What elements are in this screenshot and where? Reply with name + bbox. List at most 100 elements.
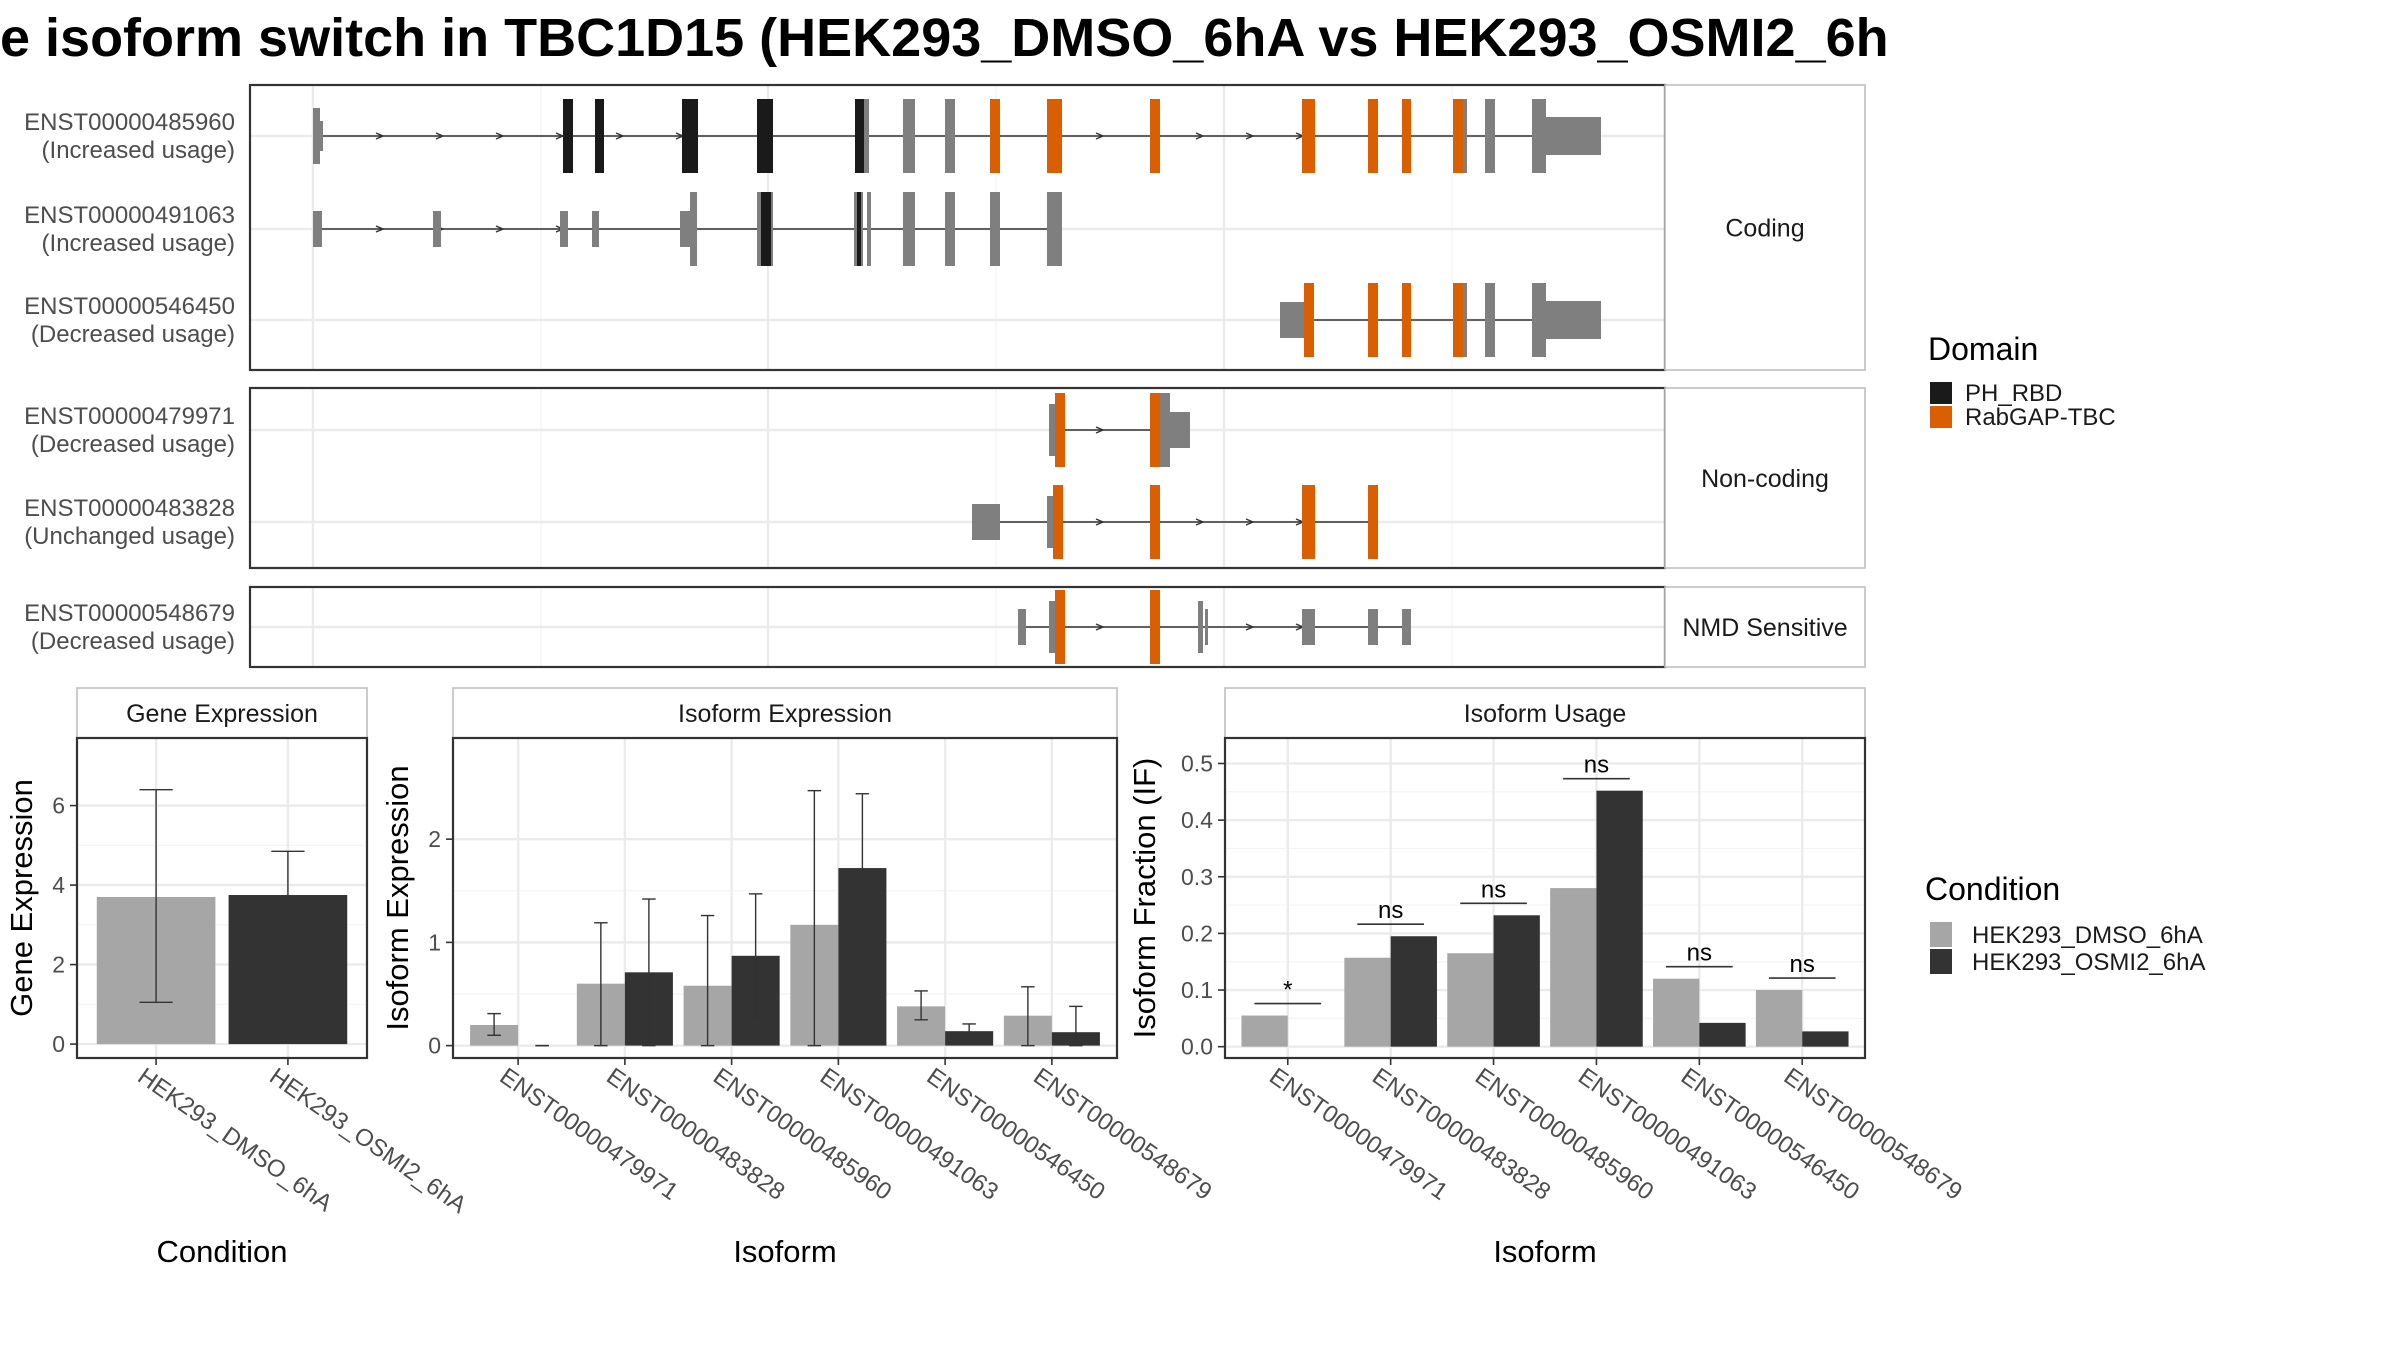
isoform-label-id: ENST00000546450 (24, 293, 235, 320)
isoform-label-id: ENST00000483828 (24, 495, 235, 522)
x-tick-label: ENST00000491063 (815, 1063, 1003, 1206)
exon (1054, 192, 1058, 266)
isoform-track (1280, 283, 1601, 357)
exon (1047, 496, 1053, 548)
chart-strip (1224, 687, 1866, 739)
exon (1160, 393, 1170, 467)
strand-arrow (1245, 623, 1255, 631)
panel-border (248, 83, 1667, 372)
structure-group-non-coding: ENST00000479971(Decreased usage) ENST0000… (24, 386, 1866, 570)
exon (1150, 99, 1160, 173)
domain-legend-label: PH_RBD (1965, 380, 2062, 407)
chart-title: Isoform Expression (678, 700, 892, 728)
y-tick-label: 0.2 (1181, 920, 1213, 946)
exon (1053, 485, 1063, 559)
strand-arrow (1095, 426, 1105, 434)
chart-border (1223, 736, 1867, 1060)
strand-arrow (495, 132, 505, 140)
exon (1463, 283, 1467, 357)
bar (1344, 957, 1391, 1047)
facet-strip-label: NMD Sensitive (1682, 614, 1847, 642)
exon (1453, 283, 1463, 357)
significance-label: ns (1687, 940, 1712, 967)
x-axis-title: Condition (157, 1234, 288, 1269)
domain-legend-label: RabGAP-TBC (1965, 404, 2116, 431)
exon (1150, 393, 1160, 467)
exon (903, 192, 915, 266)
strand-arrow (1095, 132, 1105, 140)
exon (1368, 609, 1378, 645)
exon (990, 192, 1000, 266)
panel-border (248, 386, 1667, 570)
x-tick-label: ENST00000548679 (1779, 1063, 1967, 1206)
isoform-label-id: ENST00000479971 (24, 403, 235, 430)
exon (1368, 99, 1378, 173)
bar (1447, 953, 1494, 1047)
strand-arrow (1195, 518, 1205, 526)
structure-group-nmd-sensitive: ENST00000548679(Decreased usage) NMD Sens… (24, 585, 1866, 669)
strand-arrow (1095, 518, 1105, 526)
exon (903, 99, 915, 173)
isoform-label-usage: (Increased usage) (42, 137, 235, 164)
exon (682, 99, 698, 173)
exon (595, 99, 604, 173)
exon (313, 108, 320, 164)
exon (757, 99, 773, 173)
y-tick-label: 2 (428, 826, 441, 852)
exon (1055, 590, 1065, 664)
exon (1150, 590, 1160, 664)
x-axis-title: Isoform (1493, 1234, 1596, 1269)
exon (1302, 485, 1315, 559)
y-tick-label: 2 (52, 952, 65, 978)
exon (761, 192, 771, 266)
domain-legend-title: Domain (1928, 331, 2038, 367)
exon (857, 192, 861, 266)
domain-legend-swatch (1930, 382, 1952, 404)
strand-arrow (435, 132, 445, 140)
x-tick-label: ENST00000548679 (1028, 1063, 1216, 1206)
strand-arrow (375, 225, 385, 233)
exon (1402, 99, 1411, 173)
facet-strip-label: Coding (1725, 215, 1804, 243)
bar (1653, 978, 1700, 1047)
isoform-label-usage: (Decreased usage) (31, 628, 235, 655)
bar (1755, 990, 1803, 1047)
y-tick-label: 4 (52, 872, 65, 898)
bar (1390, 936, 1437, 1047)
exon (1463, 99, 1467, 173)
exon (1304, 283, 1314, 357)
bar (1241, 1015, 1288, 1047)
isoform-label-usage: (Increased usage) (42, 230, 235, 257)
exon (560, 211, 568, 247)
exon (1485, 99, 1495, 173)
exon (945, 192, 955, 266)
facet-strip (1664, 387, 1866, 569)
y-tick-label: 0 (428, 1033, 441, 1059)
exon (563, 99, 573, 173)
exon (1018, 609, 1026, 645)
exon (320, 121, 323, 151)
exon (1047, 99, 1062, 173)
strand-arrow (1245, 132, 1255, 140)
strand-arrow (1095, 623, 1105, 631)
significance-label: ns (1790, 951, 1815, 978)
chart-strip (452, 687, 1118, 739)
chart-strip (76, 687, 368, 739)
isoform-label-usage: (Decreased usage) (31, 431, 235, 458)
isoform-label-id: ENST00000548679 (24, 600, 235, 627)
isoform-track (313, 99, 1601, 173)
strand-arrow (1195, 132, 1205, 140)
condition-legend-label: HEK293_DMSO_6hA (1972, 922, 2203, 949)
exon (1049, 601, 1055, 653)
isoform-track (972, 485, 1378, 559)
facet-strip-label: Non-coding (1701, 465, 1829, 493)
exon (864, 99, 869, 173)
structure-group-coding: ENST00000485960(Increased usage)ENST0000… (24, 83, 1866, 372)
x-tick-label: ENST00000479971 (1264, 1063, 1452, 1206)
exon (867, 192, 871, 266)
figure-title: e isoform switch in TBC1D15 (HEK293_DMSO… (0, 8, 1889, 68)
exon (990, 99, 1000, 173)
isoform-expression-chart: Isoform Expression012ENST00000479971ENST… (380, 687, 1217, 1269)
x-axis-title: Isoform (733, 1234, 836, 1269)
